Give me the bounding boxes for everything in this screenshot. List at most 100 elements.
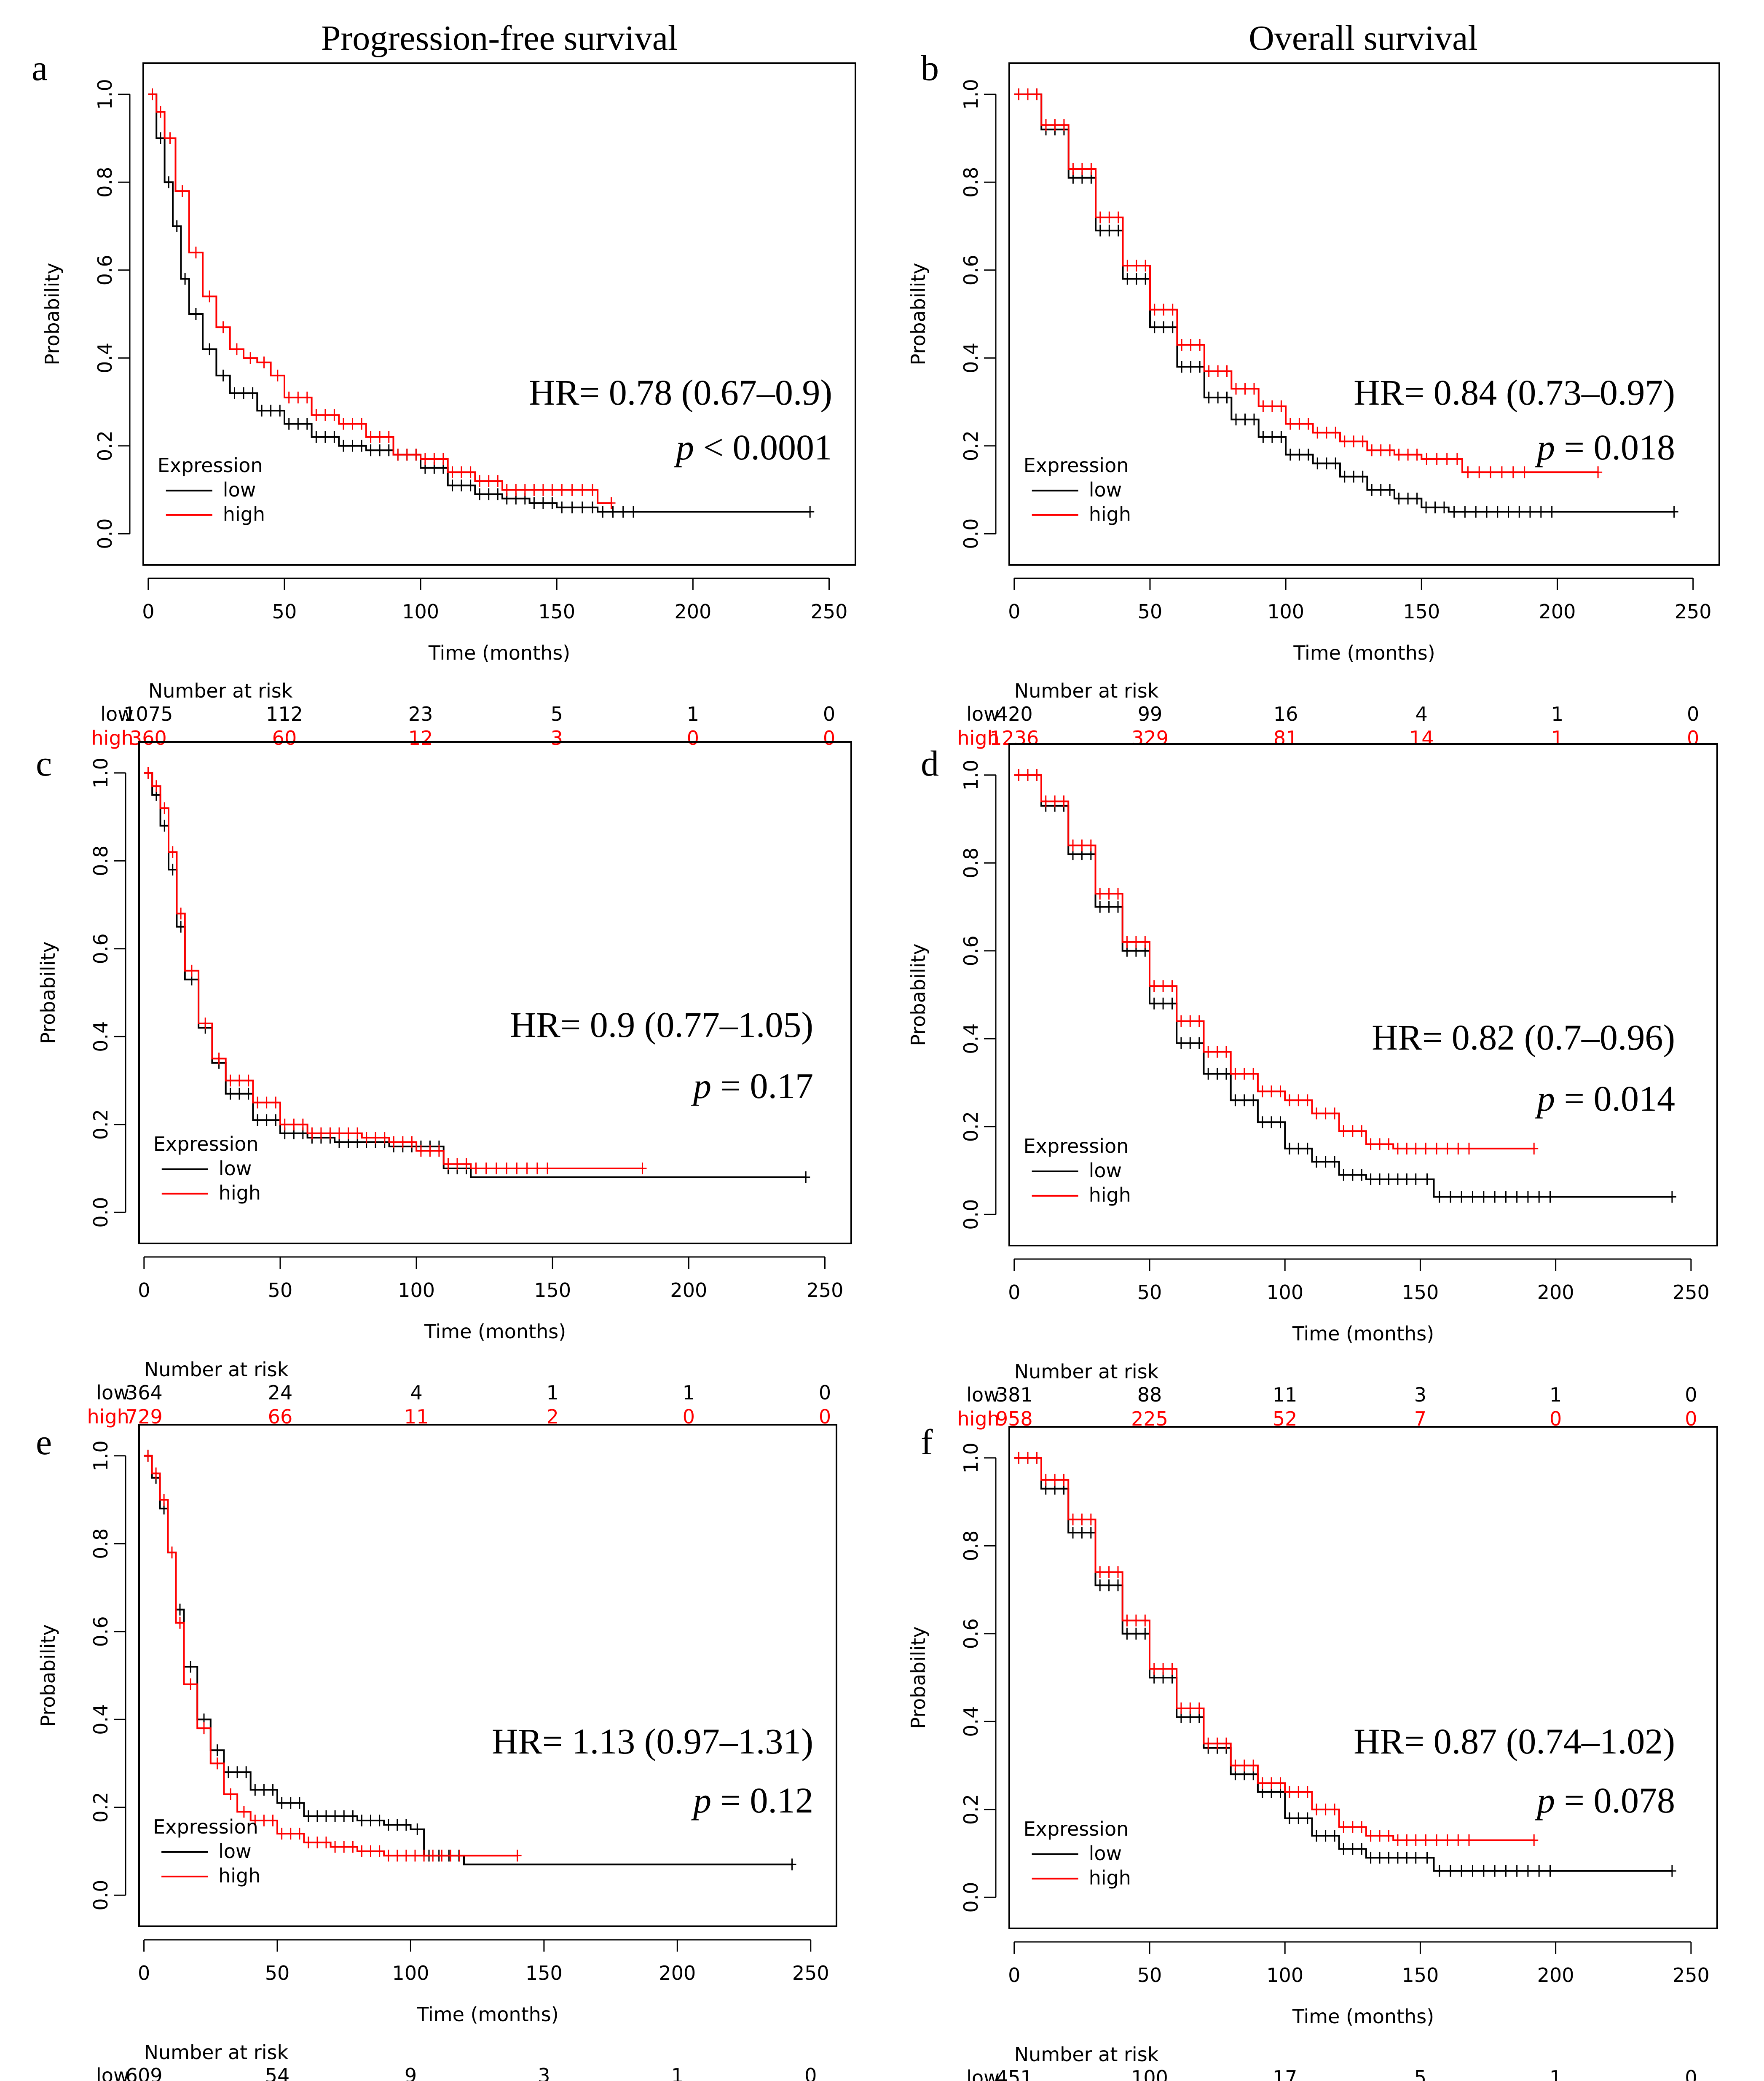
censor-mark-high bbox=[475, 475, 484, 487]
x-tick-label: 0 bbox=[138, 1279, 150, 1302]
legend-label-high: high bbox=[1089, 1866, 1131, 1889]
x-axis-label: Time (months) bbox=[428, 642, 570, 664]
x-tick-label: 100 bbox=[1267, 600, 1304, 623]
risk-count-low: 0 bbox=[819, 1381, 831, 1404]
censor-mark-high bbox=[232, 343, 241, 355]
risk-count-low: 88 bbox=[1137, 1383, 1162, 1406]
censor-mark-low bbox=[1294, 1142, 1303, 1155]
p-value-text: = 0.014 bbox=[1555, 1078, 1675, 1119]
censor-mark-high bbox=[512, 1163, 521, 1174]
risk-count-high: 329 bbox=[1131, 727, 1169, 749]
censor-mark-high bbox=[1177, 1702, 1185, 1714]
censor-mark-low bbox=[268, 1784, 277, 1796]
censor-mark-high bbox=[1078, 839, 1086, 851]
x-tick-label: 200 bbox=[674, 600, 711, 623]
legend-label-high: high bbox=[219, 1181, 261, 1204]
censor-mark-high bbox=[1141, 1614, 1150, 1627]
y-tick-label: 0.8 bbox=[89, 1528, 112, 1559]
km-curve-high bbox=[1014, 774, 1534, 1149]
x-tick-label: 150 bbox=[525, 1962, 563, 1984]
censor-mark-low bbox=[1213, 1068, 1222, 1080]
risk-count-low: 0 bbox=[804, 2064, 817, 2081]
censor-mark-low bbox=[1312, 1156, 1321, 1168]
censor-mark-low bbox=[493, 488, 502, 500]
x-tick-label: 250 bbox=[1675, 600, 1712, 623]
censor-mark-low bbox=[1367, 484, 1376, 496]
censor-mark-high bbox=[1240, 1068, 1249, 1080]
km-curve-low bbox=[144, 772, 806, 1178]
hazard-ratio-label: HR= 0.84 (0.73–0.97) bbox=[1354, 372, 1675, 413]
legend-label-high: high bbox=[218, 1864, 260, 1887]
censor-mark-low bbox=[1393, 1173, 1402, 1185]
censor-mark-high bbox=[1321, 1107, 1330, 1120]
censor-mark-high bbox=[348, 418, 357, 430]
censor-mark-low bbox=[457, 479, 466, 491]
panel-letter: f bbox=[921, 1422, 933, 1462]
censor-mark-low bbox=[286, 1797, 295, 1809]
panel-letter: a bbox=[32, 48, 48, 88]
censor-mark-high bbox=[1114, 211, 1123, 223]
censor-mark-high bbox=[353, 1127, 362, 1139]
censor-mark-low bbox=[164, 176, 173, 188]
censor-mark-low bbox=[609, 506, 617, 518]
risk-count-high: 60 bbox=[272, 727, 297, 749]
km-curve-high bbox=[1014, 93, 1598, 473]
censor-mark-high bbox=[492, 1163, 501, 1174]
x-tick-label: 100 bbox=[398, 1279, 435, 1302]
censor-mark-high bbox=[321, 409, 330, 421]
censor-mark-low bbox=[1123, 1627, 1131, 1640]
x-tick-label: 150 bbox=[1402, 1281, 1439, 1304]
censor-mark-high bbox=[1141, 936, 1150, 948]
censor-mark-low bbox=[172, 220, 181, 232]
censor-mark-low bbox=[788, 1858, 796, 1871]
censor-mark-high bbox=[482, 1163, 491, 1174]
legend-label-high: high bbox=[223, 503, 265, 526]
censor-mark-high bbox=[226, 1074, 235, 1087]
censor-mark-high bbox=[1051, 1474, 1059, 1486]
censor-mark-low bbox=[1069, 1527, 1077, 1539]
censor-mark-low bbox=[1491, 1865, 1499, 1877]
censor-mark-low bbox=[1222, 392, 1231, 404]
censor-mark-low bbox=[1547, 506, 1556, 518]
censor-mark-high bbox=[466, 466, 475, 478]
y-axis-label: Probability bbox=[907, 263, 930, 365]
censor-mark-high bbox=[389, 1136, 398, 1148]
censor-mark-low bbox=[226, 1087, 235, 1100]
censor-mark-high bbox=[1195, 1702, 1204, 1714]
censor-mark-low bbox=[1340, 470, 1349, 483]
censor-mark-high bbox=[1258, 1777, 1267, 1789]
censor-mark-low bbox=[1422, 501, 1431, 513]
censor-mark-low bbox=[253, 1114, 262, 1126]
censor-mark-high bbox=[1168, 980, 1177, 992]
censor-mark-low bbox=[181, 273, 190, 285]
censor-mark-high bbox=[191, 247, 200, 259]
censor-mark-low bbox=[1512, 1191, 1521, 1203]
censor-mark-high bbox=[268, 1815, 277, 1826]
censor-mark-low bbox=[304, 1810, 313, 1822]
censor-mark-high bbox=[1366, 1830, 1375, 1842]
censor-mark-high bbox=[1394, 448, 1403, 461]
censor-mark-high bbox=[1249, 1759, 1258, 1772]
censor-mark-high bbox=[1177, 1015, 1185, 1027]
censor-mark-high bbox=[168, 846, 177, 858]
censor-mark-low bbox=[375, 1815, 384, 1826]
censor-mark-low bbox=[1386, 484, 1394, 496]
censor-mark-low bbox=[1114, 224, 1123, 236]
censor-mark-high bbox=[330, 409, 339, 421]
censor-mark-low bbox=[1450, 506, 1458, 518]
censor-mark-high bbox=[420, 1850, 429, 1862]
risk-table-header: Number at risk bbox=[1014, 679, 1159, 702]
censor-mark-high bbox=[1454, 1834, 1463, 1846]
censor-mark-high bbox=[1241, 383, 1249, 395]
censor-mark-high bbox=[429, 1850, 437, 1862]
censor-mark-high bbox=[558, 484, 566, 496]
risk-count-low: 1 bbox=[683, 1381, 695, 1404]
censor-mark-high bbox=[1413, 448, 1421, 461]
censor-mark-high bbox=[1132, 260, 1141, 272]
censor-mark-high bbox=[1303, 1094, 1312, 1106]
censor-mark-low bbox=[1186, 361, 1195, 373]
censor-mark-high bbox=[1321, 1803, 1330, 1815]
panel-letter: d bbox=[921, 743, 939, 784]
censor-mark-high bbox=[1285, 1094, 1294, 1106]
risk-count-low: 1 bbox=[1550, 2066, 1562, 2081]
